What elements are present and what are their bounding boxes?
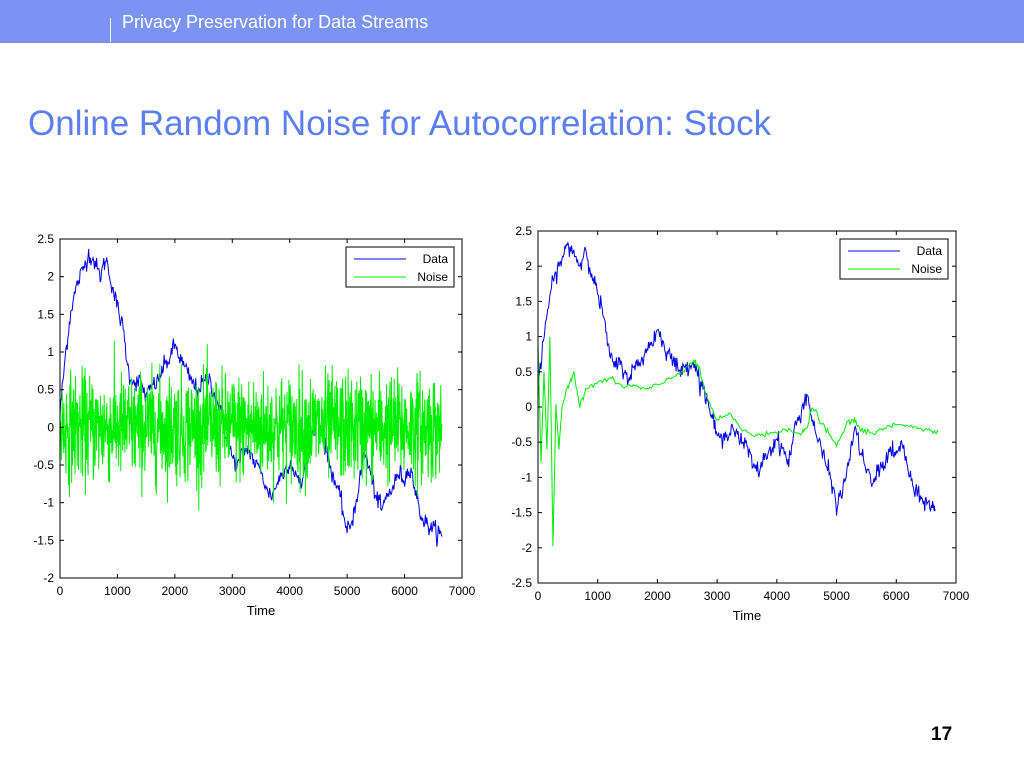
- y-tick-label: 1: [47, 345, 54, 359]
- legend-label-noise: Noise: [911, 262, 942, 276]
- chart-1: 0 1000 2000 3000 4000 5000 6000 7000 2.5 2 1.5 1 0.5…: [33, 232, 475, 618]
- x-tick-label: 4000: [276, 584, 303, 598]
- legend: Data Noise: [345, 246, 455, 288]
- x-tick-label: 5000: [334, 584, 361, 598]
- x-tick-label: 2000: [162, 584, 189, 598]
- x-tick-label: 3000: [219, 584, 246, 598]
- x-tick-label: 6000: [883, 589, 910, 603]
- y-tick-label: -1.5: [511, 506, 532, 520]
- y-tick-label: 1.5: [37, 307, 54, 321]
- x-tick-label: 7000: [943, 589, 970, 603]
- header-banner: Privacy Preservation for Data Streams: [0, 0, 1024, 43]
- y-tick-label: 2: [525, 259, 532, 273]
- series-line-data: [60, 248, 443, 547]
- legend-label-noise: Noise: [417, 270, 448, 284]
- y-tick-label: 2.5: [515, 224, 532, 238]
- y-tick-label: 2: [47, 270, 54, 284]
- legend-label-data: Data: [423, 252, 449, 266]
- y-tick-label: -0.5: [511, 435, 532, 449]
- y-tick-label: -1: [43, 496, 54, 510]
- y-tick-label: -2: [521, 541, 532, 555]
- y-tick-label: 0: [525, 400, 532, 414]
- y-tick-label: -2.5: [511, 576, 532, 590]
- banner-divider: [110, 18, 111, 42]
- series-line-noise: [60, 340, 443, 511]
- slide-title: Online Random Noise for Autocorrelation:…: [28, 104, 772, 143]
- series-line-noise: [538, 337, 939, 547]
- legend-box: [839, 238, 949, 280]
- plot-frame: [59, 238, 463, 579]
- y-tick-label: -1: [521, 470, 532, 484]
- y-tick-label: 0: [47, 420, 54, 434]
- chart-2: 0 1000 2000 3000 4000 5000 6000 7000 2.5 2 1.5 1 0.5…: [511, 224, 969, 623]
- y-tick-label: 1.5: [515, 294, 532, 308]
- y-tick-label: -0.5: [33, 458, 54, 472]
- x-tick-label: 0: [57, 584, 64, 598]
- legend-label-data: Data: [917, 244, 943, 258]
- x-tick-label: 0: [535, 589, 542, 603]
- legend: Data Noise: [839, 238, 949, 280]
- y-tick-label: 1: [525, 330, 532, 344]
- legend-box: [345, 246, 455, 288]
- x-tick-label: 3000: [704, 589, 731, 603]
- y-tick-label: 0.5: [515, 365, 532, 379]
- x-tick-label: 1000: [104, 584, 131, 598]
- x-tick-label: 5000: [823, 589, 850, 603]
- y-tick-label: 0.5: [37, 383, 54, 397]
- page-number: 17: [931, 724, 953, 745]
- x-tick-label: 4000: [764, 589, 791, 603]
- series-line-data: [538, 241, 936, 516]
- x-tick-label: 6000: [391, 584, 418, 598]
- x-tick-label: 7000: [449, 584, 476, 598]
- x-tick-label: 1000: [584, 589, 611, 603]
- x-axis-label: Time: [247, 603, 275, 618]
- x-axis-label: Time: [733, 608, 761, 623]
- y-tick-label: -1.5: [33, 533, 54, 547]
- x-tick-label: 2000: [644, 589, 671, 603]
- y-tick-label: -2: [43, 571, 54, 585]
- header-title: Privacy Preservation for Data Streams: [122, 12, 429, 32]
- y-tick-label: 2.5: [37, 232, 54, 246]
- plot-area: [537, 230, 957, 584]
